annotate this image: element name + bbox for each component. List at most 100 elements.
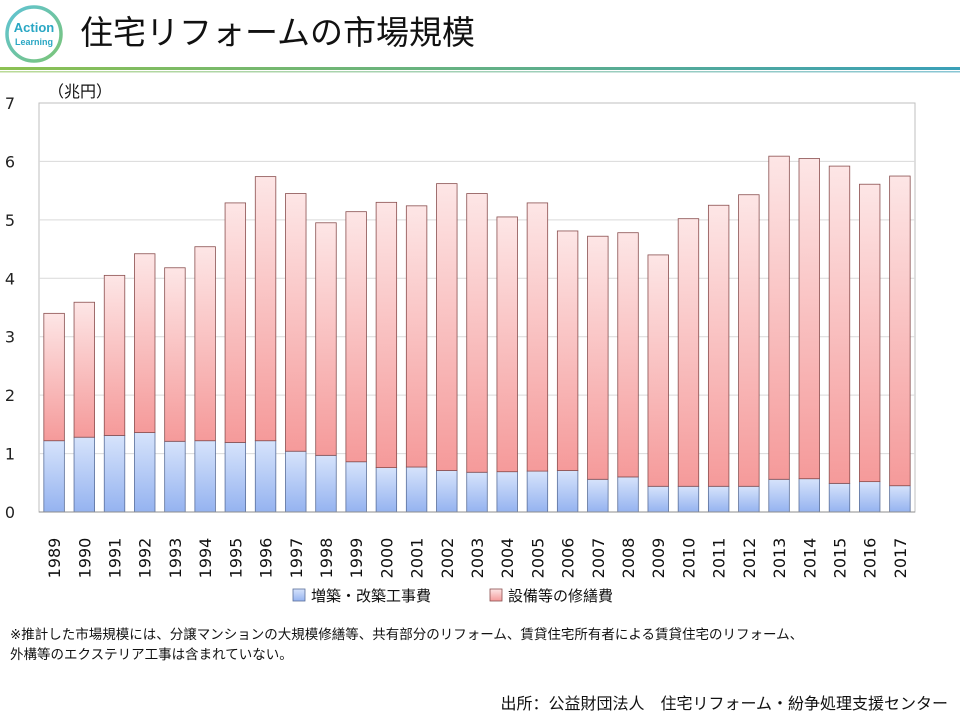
x-tick-label: 2007 xyxy=(589,538,608,579)
bar-segment-additions-1998 xyxy=(315,454,337,513)
x-tick-label: 2013 xyxy=(770,538,789,579)
bar-segment-repairs-1997 xyxy=(285,193,307,452)
x-tick-label: 2014 xyxy=(800,538,819,579)
x-tick-label: 2011 xyxy=(710,538,729,579)
bar-segment-additions-2005 xyxy=(526,470,549,513)
bar-segment-repairs-2012 xyxy=(738,194,760,487)
bar-segment-repairs-2007 xyxy=(587,235,609,480)
x-tick-label: 1999 xyxy=(347,538,366,579)
x-tick-label: 1990 xyxy=(75,538,94,579)
y-axis-unit-label: （兆円） xyxy=(48,82,112,101)
bar-segment-repairs-2016 xyxy=(859,183,881,483)
bar-segment-repairs-1994 xyxy=(194,246,216,442)
x-tick-label: 2000 xyxy=(377,538,396,579)
x-tick-label: 2005 xyxy=(528,538,547,579)
legend: 増築・改築工事費 設備等の修繕費 xyxy=(292,587,613,605)
bar-segment-additions-2006 xyxy=(556,470,579,513)
bar-segment-repairs-2014 xyxy=(798,158,820,480)
y-tick-label: 7 xyxy=(5,94,15,113)
x-tick-label: 2016 xyxy=(861,538,880,579)
x-tick-label: 1989 xyxy=(45,538,64,579)
legend-label-repairs: 設備等の修繕費 xyxy=(508,587,613,605)
x-tick-label: 1994 xyxy=(196,538,215,579)
x-tick-label: 2010 xyxy=(679,538,698,579)
y-tick-label: 2 xyxy=(5,386,15,405)
bar-segment-repairs-2006 xyxy=(556,230,579,471)
y-tick-label: 1 xyxy=(5,445,15,464)
bar-segment-additions-1994 xyxy=(194,440,216,513)
bar-segment-additions-2003 xyxy=(466,471,488,513)
bar-segment-additions-2015 xyxy=(828,482,851,513)
y-tick-label: 3 xyxy=(5,328,15,347)
action-learning-logo: Action Learning xyxy=(5,5,63,63)
bar-segment-repairs-2013 xyxy=(768,155,790,480)
bar-segment-additions-1991 xyxy=(103,435,126,513)
x-tick-label: 1991 xyxy=(106,538,125,579)
bar-segment-repairs-2005 xyxy=(526,202,549,472)
y-tick-label: 4 xyxy=(5,269,15,288)
bar-segment-repairs-2000 xyxy=(375,201,398,468)
bar-segment-additions-2004 xyxy=(496,471,518,513)
x-axis-ticks: 1989 1990 1991 1992 1993 1994 1995 1996 1997 1998… xyxy=(45,538,910,579)
bar-segment-repairs-1989 xyxy=(43,312,65,442)
x-tick-label: 2006 xyxy=(559,538,578,579)
x-tick-label: 1997 xyxy=(287,538,306,579)
bar-segment-additions-2011 xyxy=(707,485,730,513)
bar-segment-repairs-1991 xyxy=(103,274,126,436)
page-title: 住宅リフォームの市場規模 xyxy=(80,13,476,52)
bar-segment-repairs-2011 xyxy=(707,204,730,487)
x-tick-label: 2003 xyxy=(468,538,487,579)
bar-segment-repairs-2009 xyxy=(647,254,669,487)
x-tick-label: 2012 xyxy=(740,538,759,579)
bar-segment-repairs-2002 xyxy=(436,183,458,471)
bar-segment-additions-1995 xyxy=(224,442,247,513)
bar-segment-repairs-1992 xyxy=(134,253,156,433)
x-tick-label: 2015 xyxy=(830,538,849,579)
y-tick-label: 5 xyxy=(5,211,15,230)
y-tick-label: 6 xyxy=(5,152,15,171)
bar-segment-repairs-2004 xyxy=(496,216,518,473)
x-tick-label: 1993 xyxy=(166,538,185,579)
bar-segment-additions-2010 xyxy=(677,485,700,513)
bar-segment-additions-1993 xyxy=(164,440,186,513)
bar-segment-repairs-1995 xyxy=(224,202,247,443)
bar-segment-repairs-2001 xyxy=(405,205,428,468)
bar-segment-repairs-1990 xyxy=(73,301,95,438)
bar-segment-repairs-1999 xyxy=(345,211,367,463)
bar-segment-repairs-2015 xyxy=(828,165,851,484)
bar-segment-repairs-1993 xyxy=(164,267,186,442)
bar-segment-additions-2000 xyxy=(375,467,398,513)
bar-segment-additions-1997 xyxy=(285,450,307,513)
x-tick-label: 2004 xyxy=(498,538,517,579)
bar-segment-repairs-1998 xyxy=(315,222,337,456)
x-tick-label: 2002 xyxy=(438,538,457,579)
bar-segment-repairs-2003 xyxy=(466,193,488,473)
bar-segment-repairs-2017 xyxy=(889,175,911,487)
bar-segment-additions-2002 xyxy=(436,470,458,513)
bar-segment-additions-2016 xyxy=(859,481,881,513)
y-tick-label: 0 xyxy=(5,503,15,522)
bar-segment-additions-2001 xyxy=(405,466,428,513)
bar-segment-additions-1999 xyxy=(345,461,367,513)
bar-segment-additions-1996 xyxy=(254,440,277,513)
legend-label-additions: 増築・改築工事費 xyxy=(311,587,431,605)
bars xyxy=(43,155,911,513)
bar-segment-additions-1989 xyxy=(43,440,65,513)
bar-segment-additions-1992 xyxy=(134,432,156,513)
bar-segment-additions-2014 xyxy=(798,478,820,513)
bar-segment-repairs-2008 xyxy=(617,232,639,478)
x-tick-label: 2009 xyxy=(649,538,668,579)
x-tick-label: 1996 xyxy=(257,538,276,579)
x-tick-label: 2017 xyxy=(891,538,910,579)
bar-segment-repairs-1996 xyxy=(254,176,277,442)
footnote: ※推計した市場規模には、分譲マンションの大規模修繕等、共有部分のリフォーム、賃貸… xyxy=(10,625,955,665)
x-tick-label: 2008 xyxy=(619,538,638,579)
footnote-line: ※推計した市場規模には、分譲マンションの大規模修繕等、共有部分のリフォーム、賃貸… xyxy=(10,627,804,643)
y-axis-ticks: 0 1 2 3 4 5 6 7 xyxy=(5,94,15,522)
bar-segment-repairs-2010 xyxy=(677,218,700,487)
bar-segment-additions-2012 xyxy=(738,485,760,513)
x-tick-label: 2001 xyxy=(408,538,427,579)
logo-text-action: Action xyxy=(14,20,55,35)
x-tick-label: 1998 xyxy=(317,538,336,579)
